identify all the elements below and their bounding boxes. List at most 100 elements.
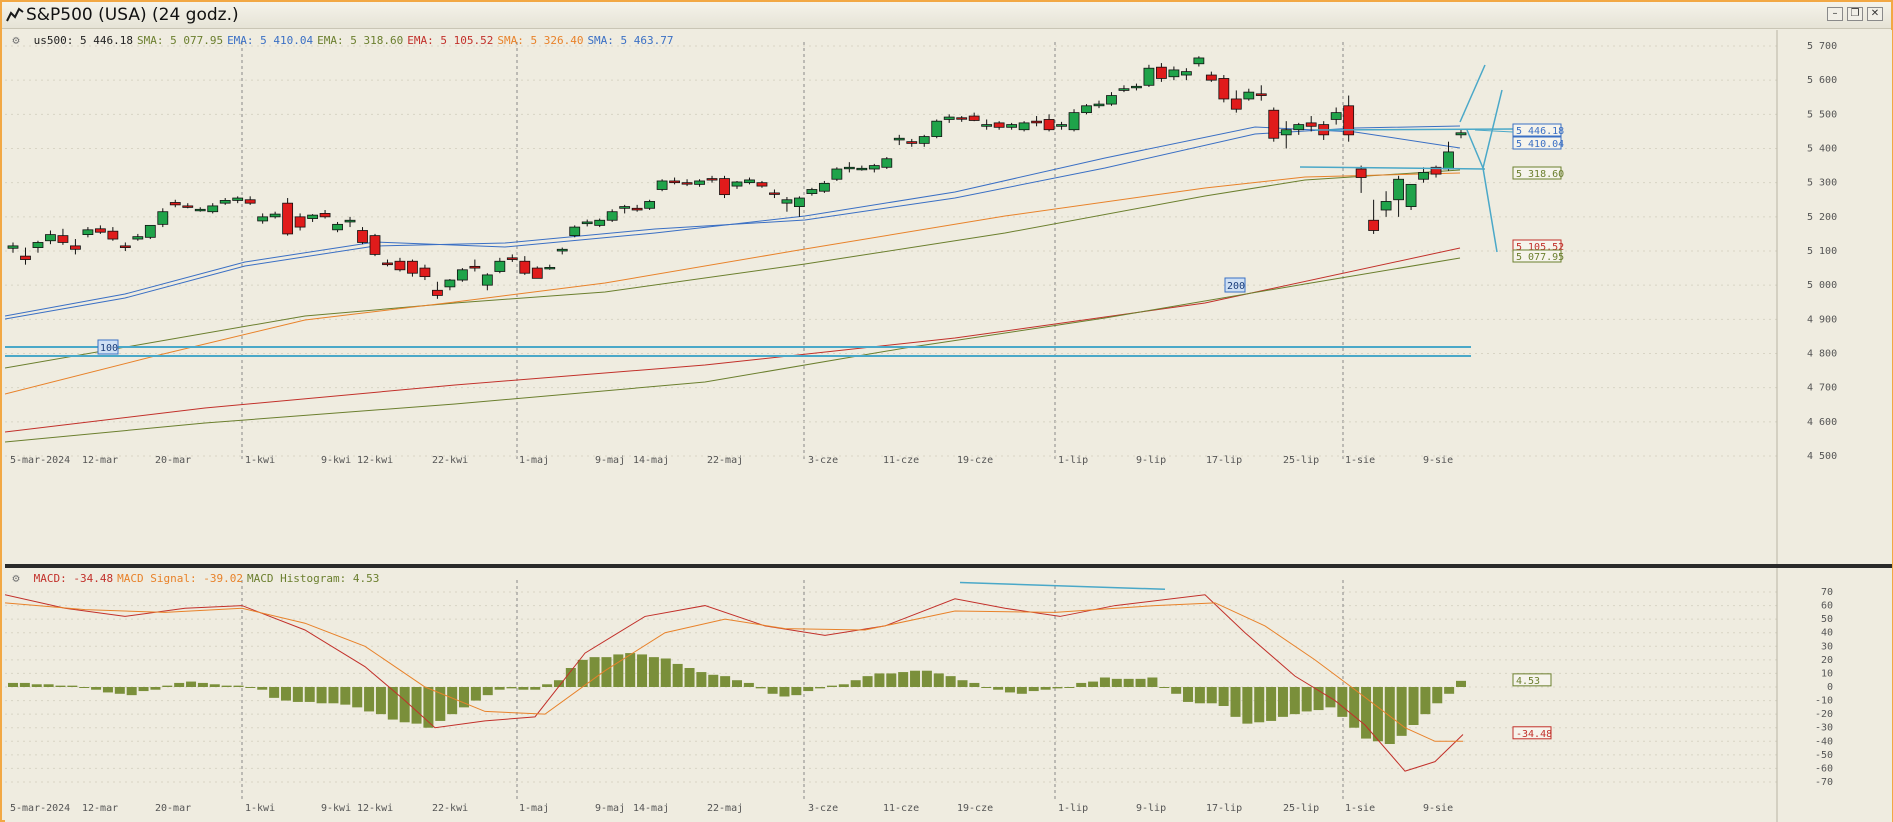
candle [82,229,94,235]
y-axis-tick: 4 800 [1807,349,1837,360]
macd-histogram-bar [43,684,54,687]
candle [45,234,56,242]
candle [107,230,119,240]
macd-histogram-bar [981,687,992,688]
candle [1180,71,1192,76]
macd-x-axis-tick: 22-kwi [432,803,468,814]
macd-histogram-bar [779,687,790,697]
candle [169,202,181,206]
macd-histogram-bar [1277,687,1288,717]
macd-histogram-bar [352,687,363,708]
candle [906,141,918,144]
y-axis-tick: 5 400 [1807,144,1837,155]
x-axis-tick: 12-mar [82,455,118,466]
price-chart[interactable]: 5 700 5 600 5 500 5 400 5 300 5 200 5 100 5 000… [5,30,1892,564]
macd-histogram-bar [838,684,849,687]
close-icon[interactable]: ✕ [1867,7,1883,21]
macd-histogram-bar [91,687,102,690]
macd-histogram-bar [933,673,944,687]
price-tag [1512,166,1562,180]
level-marker [1224,277,1246,293]
macd-histogram-bar [696,672,707,687]
candle [1031,120,1042,124]
macd-histogram-bar [162,685,173,687]
level-marker [97,339,119,355]
macd-x-axis-tick: 9-sie [1423,803,1453,814]
candle [794,197,805,207]
macd-histogram-bar [660,658,671,687]
macd-x-axis-tick: 1-sie [1345,803,1375,814]
candle [357,230,368,243]
y-axis-tick: 4 500 [1807,451,1837,462]
macd-pane[interactable]: 70 60 50 40 30 20 10 0 -10 -20 -30 -40 -50 -60 -70 5-ma… [5,568,1892,822]
macd-legend-item: MACD: -34.48 [33,572,114,585]
candle [1280,129,1292,136]
settings-gear-icon[interactable]: ⚙ [12,33,20,47]
candle [1068,112,1080,131]
candle [1343,105,1355,136]
sma-green-line [5,257,1461,443]
macd-histogram-bar [459,687,470,708]
macd-histogram-bar [114,687,125,694]
candle [157,211,169,225]
y-axis-tick: 5 100 [1807,246,1837,257]
candle [631,207,643,211]
candle [1268,109,1280,139]
macd-y-axis-tick: 30 [1821,641,1833,652]
candle [481,274,493,286]
macd-histogram-bar [304,687,315,702]
candle [519,260,531,274]
macd-histogram-bar [316,687,327,704]
macd-histogram-bar [672,663,683,687]
candle [756,182,768,187]
macd-histogram-bar [542,684,553,687]
chart-line-icon [6,7,24,22]
macd-histogram-bar [1396,687,1407,736]
price-chart-pane[interactable]: 5 700 5 600 5 500 5 400 5 300 5 200 5 100 5 000… [5,30,1892,564]
price-legend-item: SMA: 5 326.40 [497,34,584,47]
restore-icon[interactable]: ❐ [1847,7,1863,21]
macd-histogram-bar [269,687,280,698]
macd-histogram-bar [767,687,778,694]
macd-histogram-bar [850,680,861,687]
macd-settings-gear-icon[interactable]: ⚙ [12,571,20,585]
price-tag-label: 5 318.60 [1516,169,1564,180]
pane-splitter[interactable] [5,564,1892,568]
x-axis-tick: 17-lip [1206,455,1242,466]
price-tag [1512,136,1562,150]
candle [369,235,381,255]
price-legend-item: us500: 5 446.18 [33,34,133,47]
macd-histogram-bar [1099,677,1110,687]
x-axis-tick: 5-mar-2024 [10,455,70,466]
macd-histogram-bar [79,687,90,688]
macd-x-axis-tick: 19-cze [957,803,993,814]
candle [132,236,144,240]
candle [544,266,556,270]
candle [781,199,793,204]
macd-legend-item: MACD Signal: -39.02 [117,572,243,585]
candle [144,224,156,238]
candle [1355,168,1367,178]
macd-legend: ⚙ MACD: -34.48 MACD Signal: -39.02 MACD Hi… [9,571,383,585]
candle [831,168,843,180]
macd-histogram-bar [530,687,541,690]
trend-line [1482,89,1503,169]
x-axis-tick: 9-kwi [321,455,351,466]
title-bar[interactable]: S&P500 (USA) (24 godz.) – ❐ ✕ [2,2,1891,29]
macd-histogram-bar [1384,687,1395,744]
sma-orange-line [5,172,1461,395]
macd-y-axis-tick: 20 [1821,655,1833,666]
macd-histogram-bar [399,687,410,723]
macd-histogram-bar [197,682,208,687]
ema-red-line [5,247,1461,433]
macd-histogram-bar [708,674,719,687]
macd-chart[interactable]: 70 60 50 40 30 20 10 0 -10 -20 -30 -40 -50 -60 -70 5-ma… [5,568,1892,822]
candle [432,289,443,296]
minimize-icon[interactable]: – [1827,7,1843,21]
macd-histogram-bar [1313,687,1324,711]
candle [407,260,418,274]
macd-y-axis-tick: -70 [1815,777,1833,788]
candle [619,206,631,209]
macd-y-axis-tick: 40 [1821,628,1833,639]
